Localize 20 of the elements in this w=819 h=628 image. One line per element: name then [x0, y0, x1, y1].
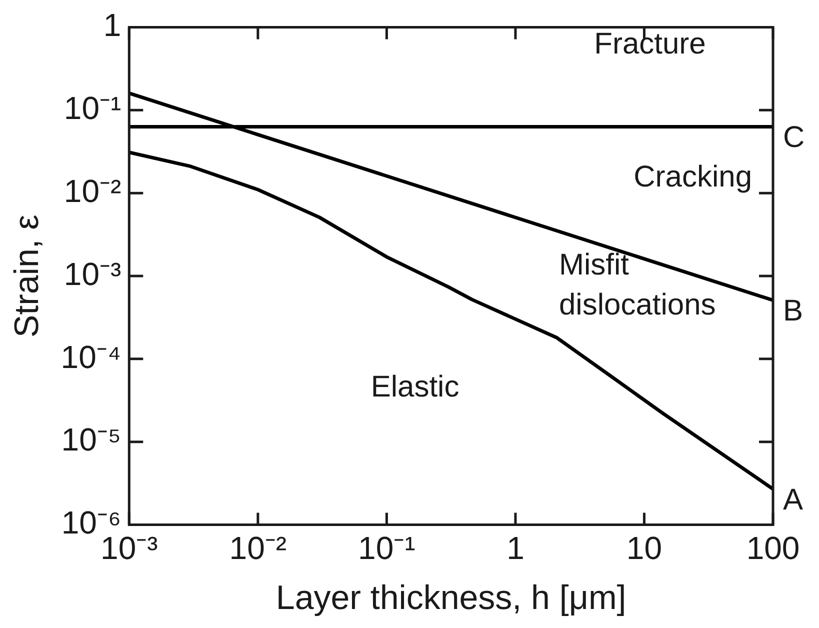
series-label: A — [783, 483, 804, 516]
series-label: B — [783, 294, 804, 328]
x-tick-label: 10⁻² — [229, 530, 287, 566]
annotation: Elastic — [370, 370, 460, 404]
x-tick-label: 10 — [626, 530, 662, 566]
series-label: C — [783, 121, 805, 154]
x-tick-label: 10⁻¹ — [358, 530, 416, 566]
x-tick-label: 100 — [746, 530, 800, 566]
annotation: Fracture — [594, 27, 706, 60]
annotation: Cracking — [634, 160, 752, 194]
y-tick-label: 10⁻⁴ — [60, 338, 122, 375]
y-axis-title: Strain, ε — [8, 214, 46, 338]
y-tick-label: 1 — [103, 7, 122, 44]
y-tick-label: 10⁻³ — [64, 256, 122, 292]
y-tick-label: 10⁻⁵ — [61, 422, 122, 458]
annotation: Misfit dislocations — [559, 248, 716, 322]
x-axis-title: Layer thickness, h [μm] — [276, 578, 626, 617]
y-tick-label: 10⁻² — [64, 172, 122, 209]
y-tick-label: 10⁻¹ — [64, 90, 122, 126]
x-tick-label: 1 — [506, 530, 524, 566]
